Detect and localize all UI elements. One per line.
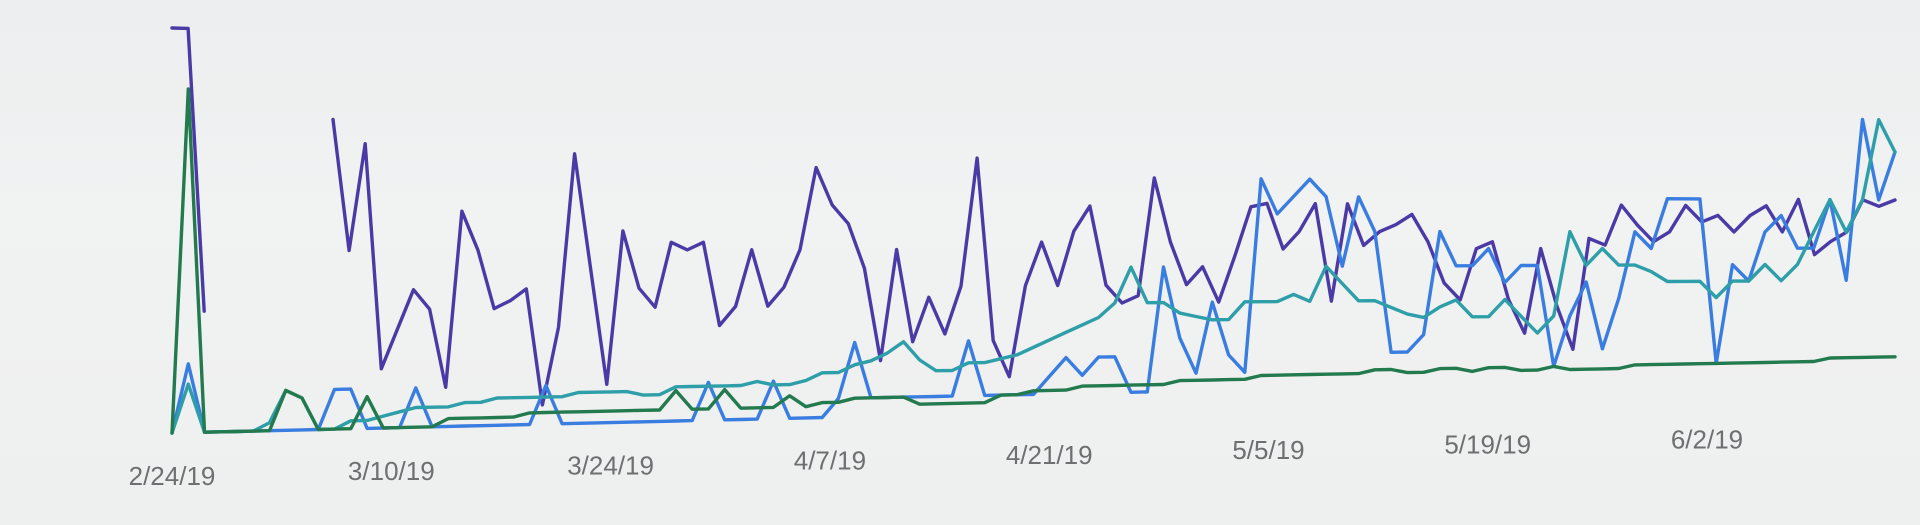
x-tick-label: 5/5/19 xyxy=(1232,435,1304,465)
x-tick-label: 3/10/19 xyxy=(348,456,435,486)
series-layer xyxy=(170,26,1897,435)
series-line-4 xyxy=(170,87,1897,435)
x-tick-label: 6/2/19 xyxy=(1671,425,1743,455)
x-tick-label: 4/7/19 xyxy=(794,445,866,475)
x-tick-label: 4/21/19 xyxy=(1006,440,1093,470)
series-line-2 xyxy=(170,117,1897,435)
series-line-3 xyxy=(170,118,1897,435)
x-tick-label: 5/19/19 xyxy=(1444,430,1531,460)
series-line-1 xyxy=(170,26,1897,407)
x-axis-ticks: 2/24/19 3/10/19 3/24/19 4/7/19 4/21/19 5/5/19… xyxy=(129,425,1744,492)
x-tick-label: 3/24/19 xyxy=(567,451,654,481)
x-tick-label: 2/24/19 xyxy=(129,461,216,491)
